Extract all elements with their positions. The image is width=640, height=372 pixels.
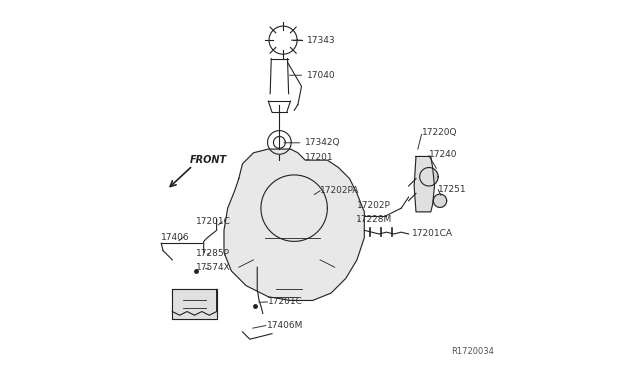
Text: 17406M: 17406M [266,321,303,330]
Text: 17201C: 17201C [268,298,303,307]
Text: 17251: 17251 [438,185,467,194]
Text: 17202P: 17202P [357,201,391,210]
Text: 17201: 17201 [305,153,334,162]
Text: 17220Q: 17220Q [422,128,457,137]
Text: 17343: 17343 [291,36,336,45]
Text: 17406: 17406 [161,233,189,242]
Polygon shape [420,167,438,186]
Text: 17040: 17040 [289,71,336,80]
Polygon shape [224,149,364,301]
Text: 17228M: 17228M [356,215,392,224]
Text: 17201CA: 17201CA [412,229,452,238]
Text: 17202PA: 17202PA [320,186,360,195]
Polygon shape [433,194,447,208]
Text: 17342Q: 17342Q [284,138,340,147]
Text: R1720034: R1720034 [451,347,493,356]
Text: 17201C: 17201C [196,217,231,226]
Text: 17285P: 17285P [196,249,230,258]
Text: 17240: 17240 [429,150,458,159]
Text: FRONT: FRONT [190,155,227,165]
Polygon shape [414,157,435,212]
Text: 17574X: 17574X [196,263,231,272]
Polygon shape [172,289,216,319]
